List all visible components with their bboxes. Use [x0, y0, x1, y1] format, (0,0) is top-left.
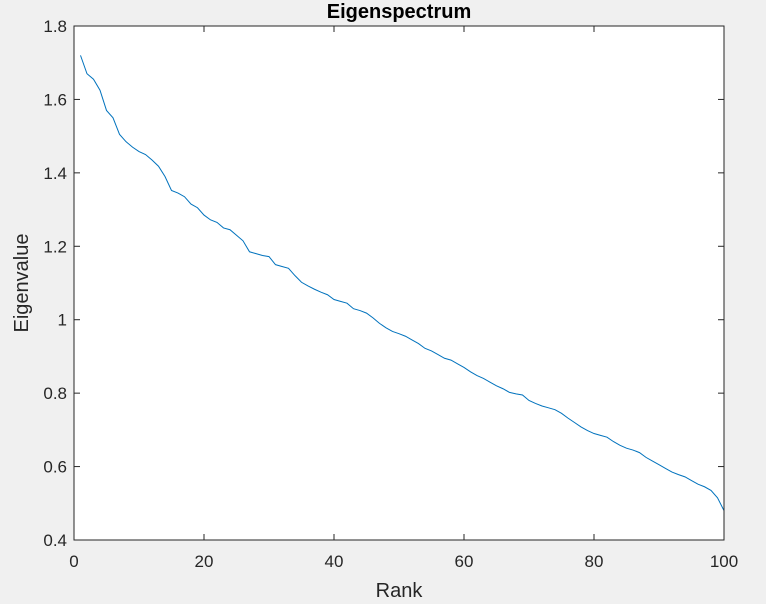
axes-box [73, 25, 725, 541]
y-tick-label: 0.4 [43, 531, 67, 550]
x-tick-label: 100 [710, 552, 738, 571]
y-tick-label: 1 [58, 311, 67, 330]
y-tick-label: 0.8 [43, 384, 67, 403]
y-tick-label: 1.2 [43, 237, 67, 256]
series-layer [80, 55, 725, 511]
tick-layer: 0 20 40 60 80 100 0.4 0.6 0.8 1 1.2 1.4 1.6 1.8 [43, 17, 738, 571]
chart-title: Eigenspectrum [327, 1, 471, 23]
x-tick-label: 0 [69, 552, 78, 571]
plot-area [74, 26, 724, 540]
y-tick-label: 0.6 [43, 458, 67, 477]
eigenvalue-series-line [80, 55, 725, 511]
y-tick-label: 1.8 [43, 17, 67, 36]
y-tick-label: 1.6 [43, 90, 67, 109]
y-tick-label: 1.4 [43, 164, 67, 183]
x-axis-label: Rank [376, 580, 424, 602]
x-tick-label: 40 [325, 552, 344, 571]
y-axis-label: Eigenvalue [11, 234, 33, 333]
x-tick-label: 60 [455, 552, 474, 571]
x-tick-label: 20 [195, 552, 214, 571]
x-tick-label: 80 [585, 552, 604, 571]
